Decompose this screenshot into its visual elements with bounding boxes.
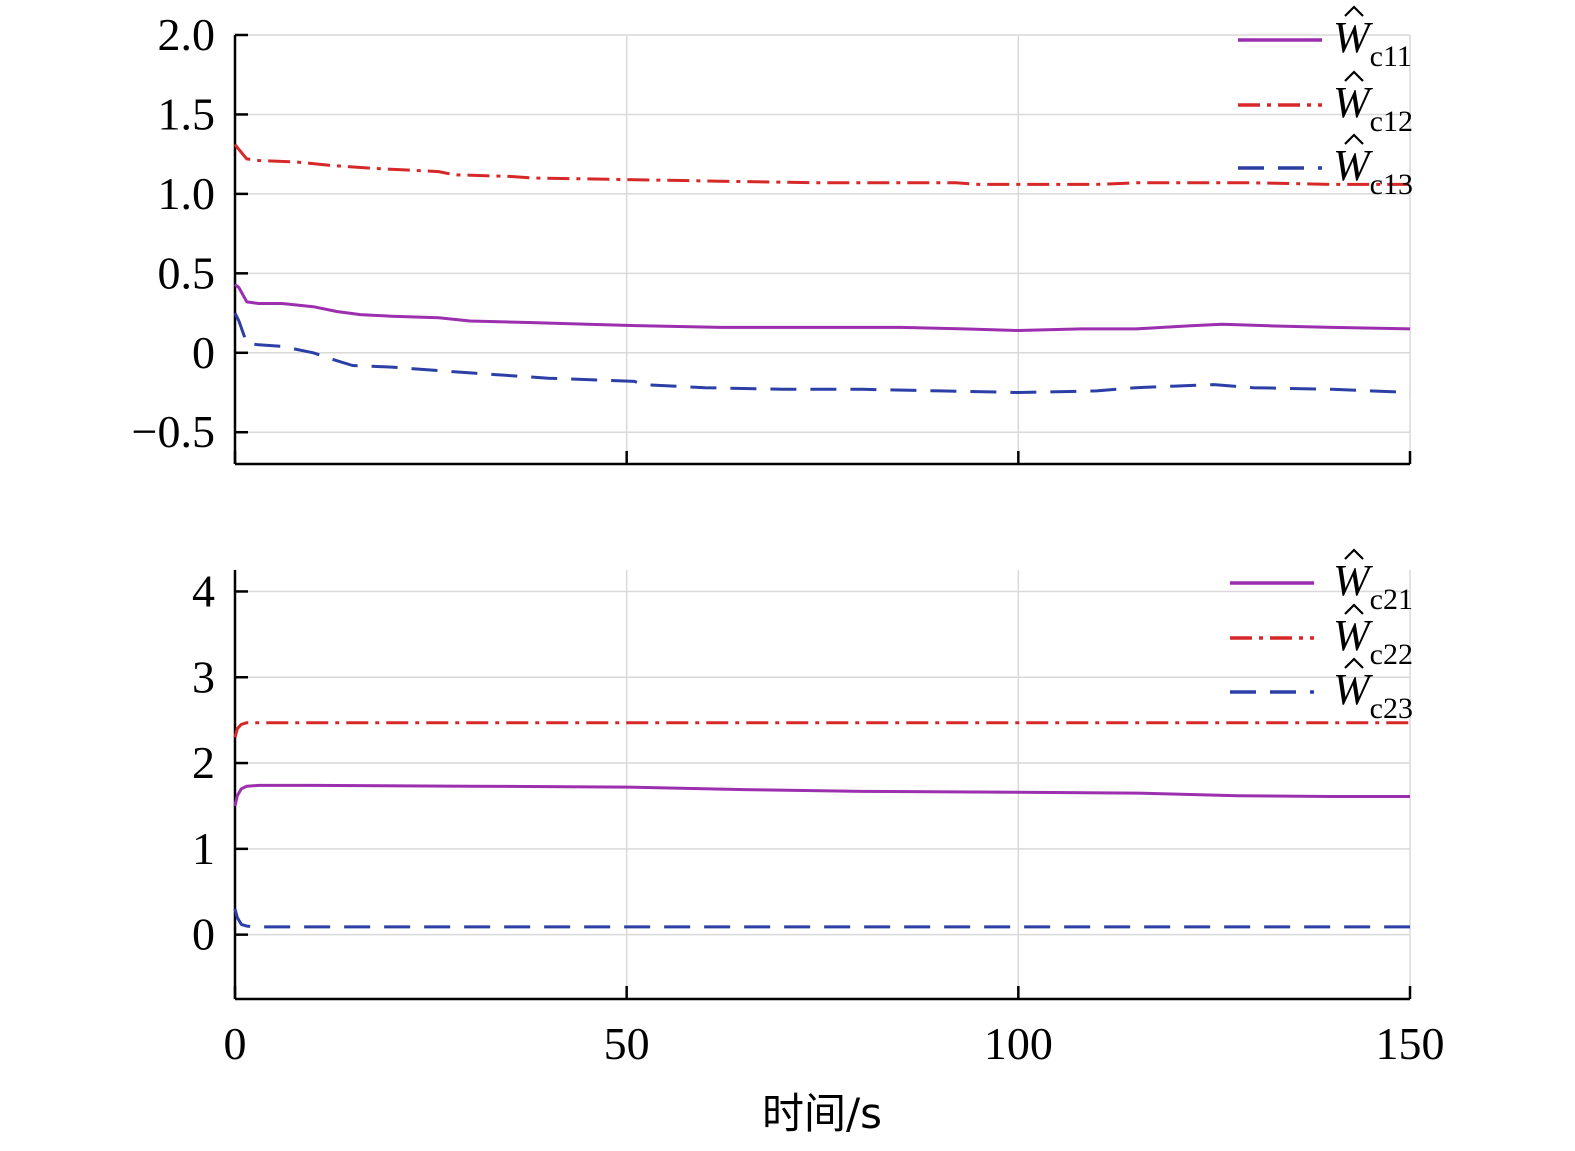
y-tick-label: 0.5 (158, 247, 216, 298)
legend-label: Wc11 (1333, 13, 1412, 73)
y-tick-label: 4 (192, 565, 215, 616)
hat-accent (1344, 133, 1364, 145)
y-tick-label: 3 (192, 651, 215, 702)
legend-label: Wc22 (1333, 611, 1413, 671)
hat-accent (1344, 70, 1364, 82)
y-tick-label: 1.5 (158, 88, 216, 139)
y-tick-label: 2.0 (158, 9, 216, 60)
x-tick-label: 50 (604, 1018, 650, 1069)
legend-label: Wc13 (1333, 141, 1413, 201)
hat-accent (1344, 603, 1364, 615)
y-tick-label: −0.5 (132, 406, 215, 457)
series-line-c23 (233, 908, 1410, 929)
series-line-c13 (233, 312, 1411, 394)
hat-accent (1344, 657, 1364, 669)
legend-label: Wc21 (1333, 556, 1413, 616)
x-tick-label: 0 (224, 1018, 247, 1069)
x-axis-label: 时间/s (762, 1089, 882, 1138)
series-line-c21 (233, 783, 1410, 807)
y-tick-label: 0 (192, 327, 215, 378)
y-tick-label: 0 (192, 909, 215, 960)
x-tick-label: 100 (984, 1018, 1053, 1069)
hat-accent (1344, 5, 1364, 17)
series-line-c12 (233, 143, 1410, 186)
x-tick-label: 150 (1376, 1018, 1445, 1069)
legend-label: Wc12 (1333, 78, 1413, 138)
y-tick-label: 2 (192, 737, 215, 788)
series-line-c22 (233, 721, 1410, 738)
y-tick-label: 1.0 (158, 168, 216, 219)
y-tick-label: 1 (192, 823, 215, 874)
series-line-c11 (234, 283, 1411, 332)
hat-accent (1344, 548, 1364, 560)
legend-label: Wc23 (1333, 665, 1413, 725)
